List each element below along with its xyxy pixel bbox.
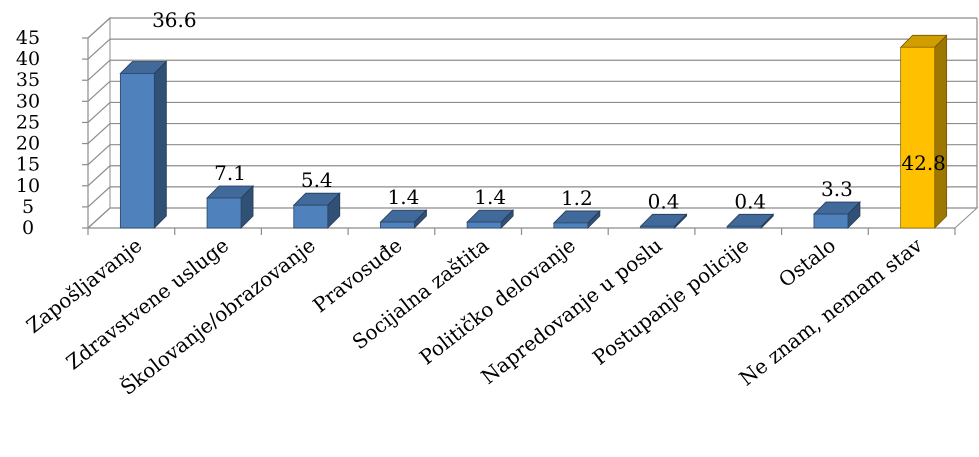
bar [899, 34, 948, 229]
data-label: 1.4 [388, 185, 420, 209]
data-label: 42.8 [901, 151, 946, 175]
gridline [87, 38, 977, 60]
gridline [87, 207, 977, 229]
y-tick-label: 45 [16, 27, 40, 49]
bar-side [934, 34, 948, 229]
bar-front [726, 225, 762, 229]
y-tick-label: 35 [16, 69, 40, 91]
y-tick-label: 15 [16, 154, 40, 176]
gridline [87, 59, 977, 81]
gridline [87, 165, 977, 187]
gridline [87, 17, 977, 39]
y-tick-label: 30 [16, 90, 40, 112]
gridline [87, 101, 977, 123]
category-label: Zdravstvene usluge [61, 233, 233, 374]
gridline [87, 186, 977, 208]
data-label: 1.2 [561, 186, 593, 210]
y-tick-label: 40 [16, 48, 40, 70]
y-tick-label: 10 [16, 175, 40, 197]
bar [119, 60, 168, 229]
bar-front [640, 225, 675, 229]
data-label: 1.4 [474, 185, 506, 209]
bar-front [119, 73, 155, 229]
bar [552, 209, 601, 229]
data-label: 0.4 [734, 189, 766, 213]
bar-front [206, 197, 242, 229]
gridline [87, 144, 977, 166]
bar [466, 209, 515, 229]
bar [726, 213, 775, 229]
data-label: 7.1 [214, 161, 246, 185]
data-label: 3.3 [821, 177, 853, 201]
y-tick-label: 0 [22, 217, 34, 239]
gridlines [87, 17, 977, 229]
bar [812, 201, 861, 229]
bar-front [293, 204, 329, 229]
data-label: 0.4 [648, 189, 680, 213]
data-labels: 36.6 7.1 5.4 1.4 1.4 1.2 0.4 0.4 3.3 42.8 [152, 8, 946, 213]
bar-front [380, 221, 415, 229]
bars [119, 34, 948, 229]
bar [379, 209, 428, 229]
category-label: Ostalo [774, 233, 840, 292]
bar-front [553, 222, 589, 229]
bar [292, 192, 341, 229]
gridline [87, 122, 977, 144]
y-tick-label: 5 [22, 196, 34, 218]
bar-side [153, 60, 167, 229]
data-label: 36.6 [152, 8, 197, 32]
gridline [87, 80, 977, 102]
y-tick-label: 20 [16, 133, 40, 155]
bar-front [900, 46, 936, 229]
y-tick-label: 25 [16, 111, 40, 133]
bar [639, 213, 688, 229]
bar-front [466, 221, 502, 229]
bar [206, 185, 255, 229]
bar-front [813, 213, 849, 229]
data-label: 5.4 [301, 168, 333, 192]
category-label: Političko delovanje [415, 233, 580, 369]
category-label: Postupanje policije [588, 233, 753, 370]
